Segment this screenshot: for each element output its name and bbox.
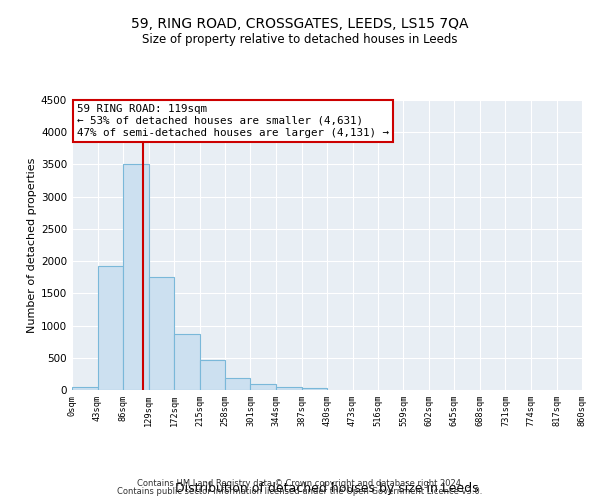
X-axis label: Distribution of detached houses by size in Leeds: Distribution of detached houses by size … [175, 482, 479, 495]
Text: 59, RING ROAD, CROSSGATES, LEEDS, LS15 7QA: 59, RING ROAD, CROSSGATES, LEEDS, LS15 7… [131, 18, 469, 32]
Bar [302, 388, 327, 390]
Bar [225, 378, 251, 390]
Bar [199, 360, 225, 390]
Text: Size of property relative to detached houses in Leeds: Size of property relative to detached ho… [142, 32, 458, 46]
Bar [174, 334, 199, 390]
Text: Contains public sector information licensed under the Open Government Licence v3: Contains public sector information licen… [118, 487, 482, 496]
Bar [72, 387, 97, 390]
Bar [251, 384, 276, 390]
Y-axis label: Number of detached properties: Number of detached properties [27, 158, 37, 332]
Bar [276, 387, 302, 390]
Bar [97, 266, 123, 390]
Text: Contains HM Land Registry data © Crown copyright and database right 2024.: Contains HM Land Registry data © Crown c… [137, 478, 463, 488]
Bar [149, 276, 174, 390]
Bar [123, 164, 149, 390]
Text: 59 RING ROAD: 119sqm
← 53% of detached houses are smaller (4,631)
47% of semi-de: 59 RING ROAD: 119sqm ← 53% of detached h… [77, 104, 389, 138]
